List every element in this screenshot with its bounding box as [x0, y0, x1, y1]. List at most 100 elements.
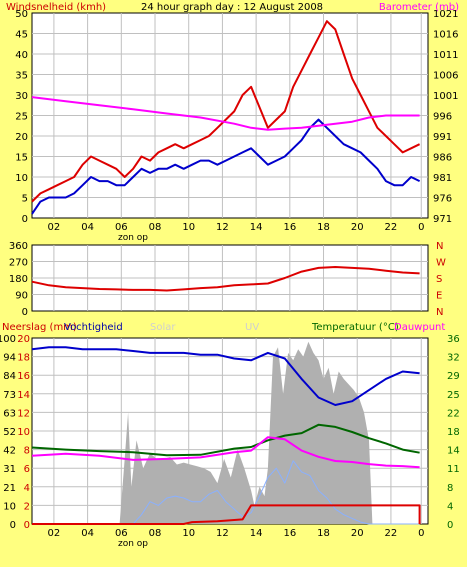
x-tick-label: 10 — [182, 222, 195, 233]
y-tick-label: 32 — [447, 353, 460, 364]
y-tick-label: 52 — [3, 427, 16, 438]
y-tick-label: 31 — [3, 464, 16, 475]
x-tick-label: 04 — [81, 528, 94, 539]
barometer-axis-label: Barometer (mb) — [379, 2, 459, 13]
sunrise-note-lower: zon op — [118, 539, 148, 549]
y-tick-label: 15 — [15, 153, 28, 164]
y-tick-label: 986 — [433, 153, 452, 164]
y-tick-label: 10 — [3, 501, 16, 512]
y-tick-label: 29 — [447, 371, 460, 382]
rain-y-tick-labels: 0 2 4 6 8 10 12 14 16 18 20 — [17, 334, 30, 531]
y-tick-label: 8 — [24, 446, 30, 457]
uv-line — [32, 460, 420, 525]
humidity-series — [31, 341, 421, 525]
x-tick-label: 0 — [418, 222, 424, 233]
y-tick-label: 45 — [15, 30, 28, 41]
neerslag-line — [32, 504, 421, 525]
wind-x-tick-labels: 02 04 06 08 10 12 14 16 18 20 22 0 — [48, 222, 425, 233]
y-tick-label: 976 — [433, 194, 452, 205]
x-tick-label: 06 — [115, 528, 128, 539]
y-tick-label: 991 — [433, 132, 452, 143]
temperature-axis-label: Temperatuur (°C) — [311, 322, 399, 333]
x-tick-label: 16 — [283, 528, 296, 539]
x-tick-label: 04 — [81, 222, 94, 233]
wind-y-tick-labels: 0 5 10 15 20 25 30 35 40 45 50 — [15, 9, 28, 225]
y-tick-label: 18 — [17, 353, 30, 364]
y-tick-label: 6 — [24, 464, 30, 475]
y-tick-label: 270 — [9, 258, 28, 269]
temperature-y-tick-labels: 0 4 8 11 14 18 22 25 29 32 36 — [447, 334, 460, 531]
x-tick-label: 14 — [250, 222, 263, 233]
x-tick-label: 12 — [216, 222, 229, 233]
x-tick-label: 20 — [351, 528, 364, 539]
y-tick-label: 20 — [15, 132, 28, 143]
y-tick-label: 90 — [15, 291, 28, 302]
direction-y-tick-labels: 0 90 180 270 360 — [9, 241, 28, 318]
y-tick-label: 0 — [22, 214, 28, 225]
y-tick-label: 1021 — [433, 9, 458, 20]
humidity-y-tick-labels: 0 10 21 31 42 52 63 73 84 94 100 — [0, 334, 16, 531]
wind-barometer-panel: Windsnelheid (kmh) 24 hour graph day : 1… — [6, 2, 459, 243]
solar-legend-label: Solar — [150, 322, 176, 333]
y-tick-label: N — [436, 307, 443, 318]
y-tick-label: 63 — [3, 408, 16, 419]
sunrise-note: zon op — [118, 233, 148, 243]
y-tick-label: 4 — [24, 483, 30, 494]
vochtigheid-line — [31, 346, 420, 406]
solar-area — [32, 341, 420, 524]
wind-series — [31, 20, 421, 215]
y-tick-label: 180 — [9, 274, 28, 285]
y-tick-label: 0 — [10, 520, 16, 531]
y-tick-label: E — [436, 291, 442, 302]
y-tick-label: S — [436, 274, 442, 285]
y-tick-label: 12 — [17, 408, 30, 419]
y-tick-label: 22 — [447, 408, 460, 419]
y-tick-label: 35 — [15, 71, 28, 82]
y-tick-label: 18 — [447, 427, 460, 438]
y-tick-label: 8 — [447, 483, 453, 494]
x-tick-label: 22 — [385, 528, 398, 539]
humidity-x-tick-labels: 02 04 06 08 10 12 14 16 18 20 22 0 — [48, 528, 425, 539]
y-tick-label: 0 — [447, 520, 453, 531]
y-tick-label: 971 — [433, 214, 452, 225]
y-tick-label: 14 — [17, 390, 30, 401]
humidity-axis-label: Vochtigheid — [64, 322, 123, 333]
y-tick-label: 94 — [3, 353, 16, 364]
x-tick-label: 02 — [48, 528, 61, 539]
y-tick-label: 21 — [3, 483, 16, 494]
rain-axis-label: Neerslag (mm) — [2, 322, 77, 333]
y-tick-label: 10 — [15, 173, 28, 184]
x-tick-label: 16 — [283, 222, 296, 233]
y-tick-label: 360 — [9, 241, 28, 252]
chart-title: 24 hour graph day : 12 August 2008 — [141, 2, 323, 13]
x-tick-label: 0 — [418, 528, 424, 539]
windvlaag-line — [31, 20, 421, 203]
x-tick-label: 22 — [385, 222, 398, 233]
y-tick-label: 50 — [15, 9, 28, 20]
y-tick-label: 996 — [433, 112, 452, 123]
wind-speed-axis-label: Windsnelheid (kmh) — [6, 2, 106, 13]
y-tick-label: 73 — [3, 390, 16, 401]
x-tick-label: 20 — [351, 222, 364, 233]
x-tick-label: 10 — [182, 528, 195, 539]
y-tick-label: 1016 — [433, 30, 458, 41]
x-tick-label: 08 — [149, 528, 162, 539]
y-tick-label: W — [436, 258, 446, 269]
x-tick-label: 08 — [149, 222, 162, 233]
y-tick-label: 5 — [22, 194, 28, 205]
y-tick-label: 2 — [24, 501, 30, 512]
y-tick-label: 30 — [15, 91, 28, 102]
dewpoint-axis-label: Dauwpunt — [394, 322, 445, 333]
barometer-line — [31, 96, 420, 131]
windsnelheid-line — [31, 118, 421, 215]
y-tick-label: 1006 — [433, 71, 458, 82]
y-tick-label: 100 — [0, 334, 16, 345]
x-tick-label: 06 — [115, 222, 128, 233]
barometer-y-tick-labels: 971 976 981 986 991 996 1001 1006 1011 1016 1021 — [433, 9, 458, 225]
dauwpunt-line — [31, 436, 420, 469]
x-tick-label: 12 — [216, 528, 229, 539]
